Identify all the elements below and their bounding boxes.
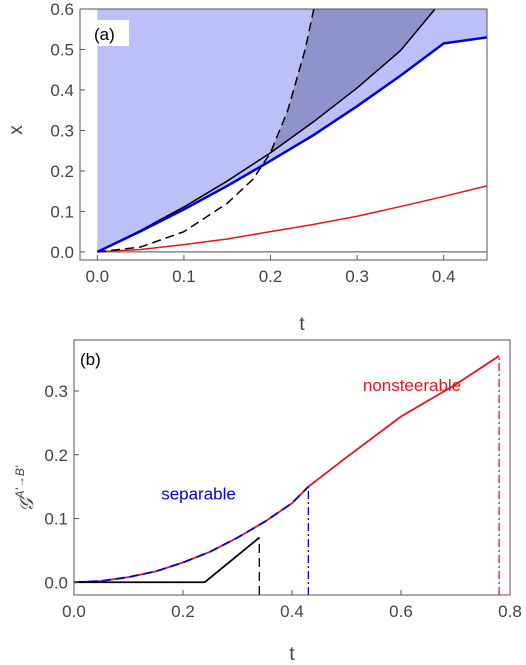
y-tick-label: 0.0 [50, 243, 74, 262]
y-tick-label: 0.6 [50, 0, 74, 19]
x-tick-label: 0.4 [280, 602, 304, 621]
y-tick-label: 0.5 [50, 40, 74, 59]
x-tick-label: 0.4 [432, 267, 456, 286]
panel-b-ylabel-sup: A'→B' [13, 465, 27, 499]
panel-a: 0.0 0.1 0.2 0.3 0.4 0.0 0.1 0.2 0.3 0.4 0.5 0.6 (a)… [6, 0, 487, 335]
panel-a-ylabel: x [6, 125, 27, 135]
x-tick-label: 0.1 [172, 267, 196, 286]
panel-b-ticks: 0.0 0.2 0.4 0.6 0.8 0.0 0.1 0.2 0.3 [44, 382, 521, 621]
x-tick-label: 0.6 [389, 602, 413, 621]
panel-b-xlabel: t [289, 644, 295, 665]
x-tick-label: 0.0 [62, 602, 86, 621]
y-tick-label: 0.2 [44, 446, 68, 465]
y-tick-label: 0.4 [50, 81, 74, 100]
panel-a-label: (a) [94, 25, 115, 44]
x-tick-label: 0.2 [171, 602, 195, 621]
y-tick-label: 0.1 [50, 202, 74, 221]
x-tick-label: 0.2 [259, 267, 283, 286]
panel-b: 0.0 0.2 0.4 0.6 0.8 0.0 0.1 0.2 0.3 (b) separabl… [13, 340, 522, 665]
panel-b-label: (b) [80, 350, 101, 369]
x-tick-label: 0.0 [85, 267, 109, 286]
panel-b-ylabel-group: 𝒢A'→B' [13, 465, 38, 512]
y-tick-label: 0.2 [50, 162, 74, 181]
series-black-curve [74, 538, 259, 583]
y-tick-label: 0.3 [50, 121, 74, 140]
y-tick-label: 0.1 [44, 510, 68, 529]
x-tick-label: 0.3 [345, 267, 369, 286]
annotation-separable: separable [161, 484, 236, 503]
y-tick-label: 0.3 [44, 382, 68, 401]
annotation-nonsteerable: nonsteerable [363, 376, 461, 395]
x-tick-label: 0.8 [498, 602, 522, 621]
panel-b-ylabel: 𝒢A'→B' [13, 465, 38, 512]
y-tick-label: 0.0 [44, 573, 68, 592]
panel-a-xlabel: t [299, 314, 305, 335]
